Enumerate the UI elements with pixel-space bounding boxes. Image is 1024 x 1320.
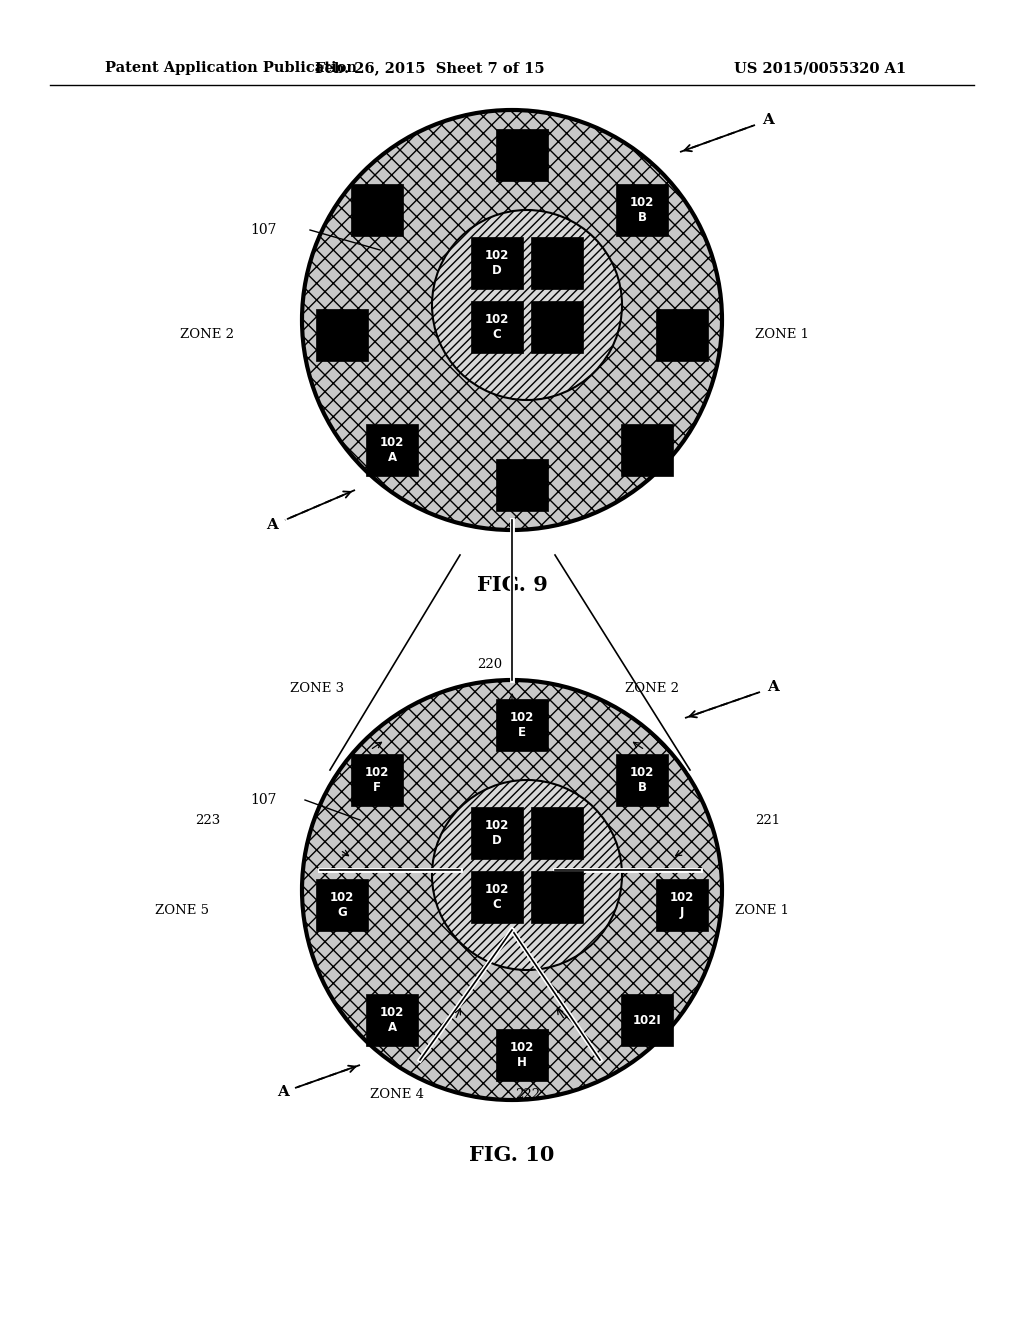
Bar [531, 871, 583, 923]
Text: A: A [768, 680, 779, 694]
Text: A: A [278, 1085, 289, 1100]
Bar [351, 754, 403, 807]
Bar [531, 301, 583, 352]
Text: 102I: 102I [633, 1014, 662, 1027]
Text: ZONE 3: ZONE 3 [290, 681, 344, 694]
Bar [496, 700, 548, 751]
Bar [531, 238, 583, 289]
Bar [351, 183, 403, 236]
Text: 102
D: 102 D [484, 820, 509, 846]
Circle shape [432, 210, 622, 400]
Text: 223: 223 [195, 813, 220, 826]
Text: FIG. 10: FIG. 10 [469, 1144, 555, 1166]
Text: 102
H: 102 H [510, 1041, 535, 1069]
Text: ZONE 1: ZONE 1 [735, 903, 790, 916]
Bar [471, 238, 523, 289]
Text: ZONE 1: ZONE 1 [755, 329, 809, 342]
Text: Patent Application Publication: Patent Application Publication [105, 61, 357, 75]
Bar [366, 424, 418, 477]
Text: 220: 220 [477, 659, 503, 672]
Bar [316, 879, 368, 931]
Bar [656, 879, 708, 931]
Bar [656, 309, 708, 360]
Bar [616, 183, 668, 236]
Bar [616, 754, 668, 807]
Text: ZONE 2: ZONE 2 [180, 329, 234, 342]
Bar [621, 994, 673, 1045]
Text: 107: 107 [250, 223, 276, 238]
Text: 102
F: 102 F [365, 766, 389, 793]
Text: 102
D: 102 D [484, 249, 509, 277]
Bar [621, 424, 673, 477]
Bar [531, 807, 583, 859]
Text: ZONE 4: ZONE 4 [370, 1089, 424, 1101]
Bar [471, 301, 523, 352]
Text: 102
A: 102 A [380, 436, 404, 463]
Text: A: A [763, 114, 774, 127]
Text: 102
A: 102 A [380, 1006, 404, 1034]
Bar [496, 459, 548, 511]
Text: US 2015/0055320 A1: US 2015/0055320 A1 [734, 61, 906, 75]
Circle shape [302, 680, 722, 1100]
Text: 102
C: 102 C [484, 313, 509, 341]
Circle shape [432, 780, 622, 970]
Text: FIG. 9: FIG. 9 [476, 576, 548, 595]
Text: 102
G: 102 G [330, 891, 354, 919]
Text: 102
E: 102 E [510, 711, 535, 739]
Text: Feb. 26, 2015  Sheet 7 of 15: Feb. 26, 2015 Sheet 7 of 15 [315, 61, 545, 75]
Bar [471, 871, 523, 923]
Circle shape [302, 110, 722, 531]
Text: 221: 221 [755, 813, 780, 826]
Bar [496, 1030, 548, 1081]
Text: A: A [266, 519, 279, 532]
Bar [366, 994, 418, 1045]
Text: 102
J: 102 J [670, 891, 694, 919]
Bar [316, 309, 368, 360]
Text: ZONE 2: ZONE 2 [625, 681, 679, 694]
Bar [471, 807, 523, 859]
Text: 102
B: 102 B [630, 197, 654, 224]
Text: 107: 107 [250, 793, 276, 807]
Text: ZONE 5: ZONE 5 [155, 903, 209, 916]
Bar [496, 129, 548, 181]
Text: 102
B: 102 B [630, 766, 654, 793]
Text: 222: 222 [515, 1089, 540, 1101]
Text: 102
C: 102 C [484, 883, 509, 911]
